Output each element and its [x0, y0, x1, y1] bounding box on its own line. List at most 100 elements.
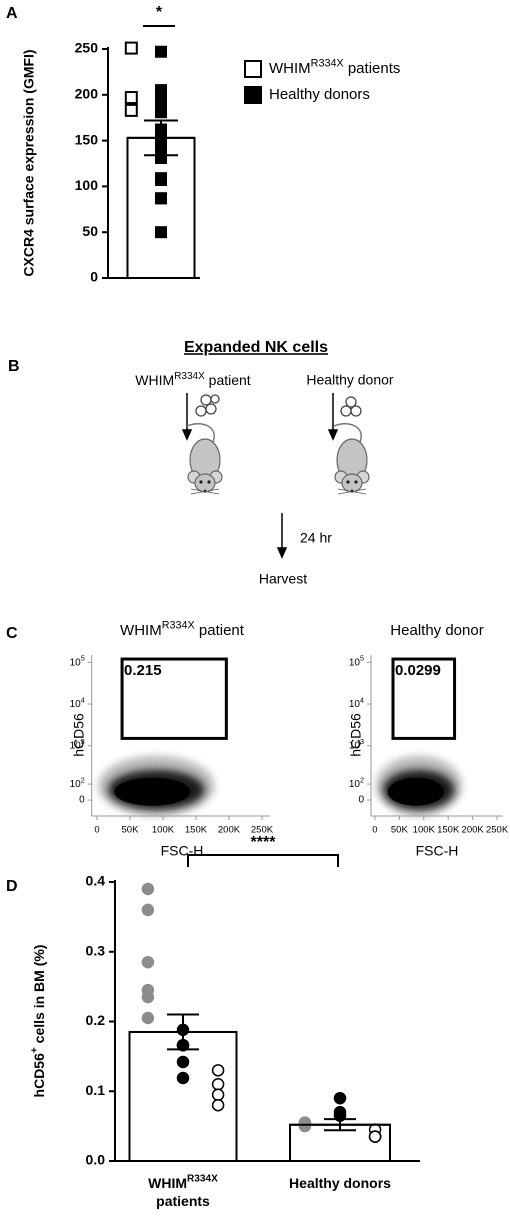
- data-point: [141, 990, 155, 1004]
- y-axis-title: hCD56+ cells in BM (%): [29, 945, 46, 1098]
- y-tick-label: 0.4: [86, 873, 106, 889]
- legend-label: WHIMR334X patients: [269, 57, 400, 77]
- data-point: [155, 45, 167, 58]
- mouse-icon: [186, 422, 223, 495]
- y-tick-label: 50: [82, 223, 98, 239]
- data-point: [176, 1071, 190, 1085]
- error-bar: [127, 119, 195, 157]
- x-axis-title: FSC-H: [161, 843, 204, 859]
- arrow: [181, 393, 193, 441]
- legend-label: Healthy donors: [269, 86, 370, 103]
- time-label: 24 hr: [300, 530, 332, 546]
- y-axis-title-part: hCD56: [31, 1053, 47, 1098]
- x-tick-label: 50K: [391, 825, 409, 836]
- data-point: [155, 106, 167, 119]
- y-tick-label: 0.2: [86, 1012, 106, 1028]
- gate: [391, 657, 457, 740]
- right-label: Healthy donor: [306, 372, 394, 388]
- y-axis-title: hCD56: [348, 713, 364, 757]
- data-point: [141, 1011, 155, 1025]
- x-tick-label: 0: [94, 825, 99, 836]
- y-tick-label: 105: [349, 653, 364, 668]
- data-point: [155, 84, 167, 97]
- y-axis-title: CXCR4 surface expression (GMFI): [21, 49, 37, 276]
- x-axis-title: FSC-H: [416, 843, 459, 859]
- y-tick-label-part: 10: [70, 657, 82, 668]
- arrow: [276, 513, 288, 559]
- x-tick-label: Healthy donors: [289, 1175, 391, 1191]
- panel-letter: D: [6, 878, 18, 895]
- error-bar: [129, 1013, 237, 1051]
- data-point: [211, 1064, 225, 1077]
- label-part: patient: [205, 372, 251, 388]
- arrow: [327, 393, 339, 441]
- x-tick-label: 100K: [413, 825, 436, 836]
- data-point: [124, 91, 138, 105]
- y-tick-label-part: 10: [349, 657, 361, 668]
- significance-bracket: [187, 854, 339, 867]
- y-tick-label-part: 10: [70, 699, 82, 710]
- y-tick-label-part: 2: [81, 775, 85, 784]
- y-tick-label-part: 10: [349, 699, 361, 710]
- label-superscript: R334X: [174, 371, 205, 382]
- legend-label-part: WHIM: [269, 60, 311, 77]
- data-point: [155, 96, 167, 109]
- plot-title-part: patient: [195, 622, 245, 639]
- y-tick-label: 0: [79, 795, 85, 806]
- y-tick-label: 102: [70, 775, 85, 790]
- x-tick-label: 250K: [486, 825, 509, 836]
- y-tick-label: 103: [70, 737, 85, 752]
- x-tick-label: 250K: [251, 825, 274, 836]
- data-point: [155, 173, 167, 186]
- x-tick-label: 0: [372, 825, 377, 836]
- x-tick-label: 200K: [462, 825, 485, 836]
- data-point: [211, 1088, 225, 1101]
- legend-label-part: R334X: [311, 57, 344, 69]
- y-tick-label-part: 10: [70, 740, 82, 751]
- y-tick-label-part: 3: [360, 737, 364, 746]
- y-axis-title-part: +: [29, 1047, 40, 1053]
- data-point: [211, 1098, 225, 1112]
- y-tick-label: 0.3: [86, 942, 106, 958]
- significance-label: *: [156, 4, 163, 21]
- data-point: [124, 103, 138, 117]
- legend-swatch: [244, 60, 262, 78]
- gate-frequency: 0.215: [124, 662, 162, 679]
- y-tick-label-part: 5: [81, 653, 85, 662]
- data-point: [155, 226, 167, 239]
- x-tick-label: 150K: [437, 825, 460, 836]
- data-point: [141, 955, 155, 969]
- y-tick-label-part: 4: [360, 695, 364, 704]
- y-tick-label: 0.1: [86, 1082, 106, 1098]
- y-tick-label: 104: [349, 695, 364, 710]
- y-tick-label: 150: [75, 131, 99, 147]
- panel-bar: D 0.0 0.1 0.2 0.3 0.4 hCD56+ cells in BM (%) WH…: [6, 834, 420, 1209]
- y-tick-label: 104: [70, 695, 85, 710]
- x-tick-label: 150K: [185, 825, 208, 836]
- y-tick-label-part: 10: [70, 779, 82, 790]
- label-part: WHIM: [135, 372, 174, 388]
- significance-label: ****: [251, 834, 277, 851]
- plot-title: Healthy donor: [390, 622, 483, 639]
- data-point: [155, 192, 167, 205]
- y-tick-label: 0.0: [86, 1152, 106, 1168]
- data-point: [176, 1055, 190, 1069]
- data-point: [141, 903, 155, 917]
- x-tick-label-part: WHIM: [148, 1175, 187, 1191]
- data-point: [298, 1119, 312, 1133]
- gate: [120, 657, 228, 740]
- legend-swatch: [244, 86, 262, 104]
- data-point: [333, 1091, 347, 1105]
- y-tick-label-part: 10: [349, 740, 361, 751]
- y-axis-title-part: cells in BM (%): [31, 945, 47, 1048]
- gate-frequency: 0.0299: [395, 662, 441, 679]
- panel-letter: B: [8, 358, 20, 375]
- nk-cells: [195, 394, 220, 417]
- panel-b-diagram: B Expanded NK cells WHIMR334X patient He…: [8, 339, 394, 586]
- diagram-title: Expanded NK cells: [184, 339, 328, 356]
- y-tick-label: 105: [70, 653, 85, 668]
- error-bar: [290, 1118, 390, 1132]
